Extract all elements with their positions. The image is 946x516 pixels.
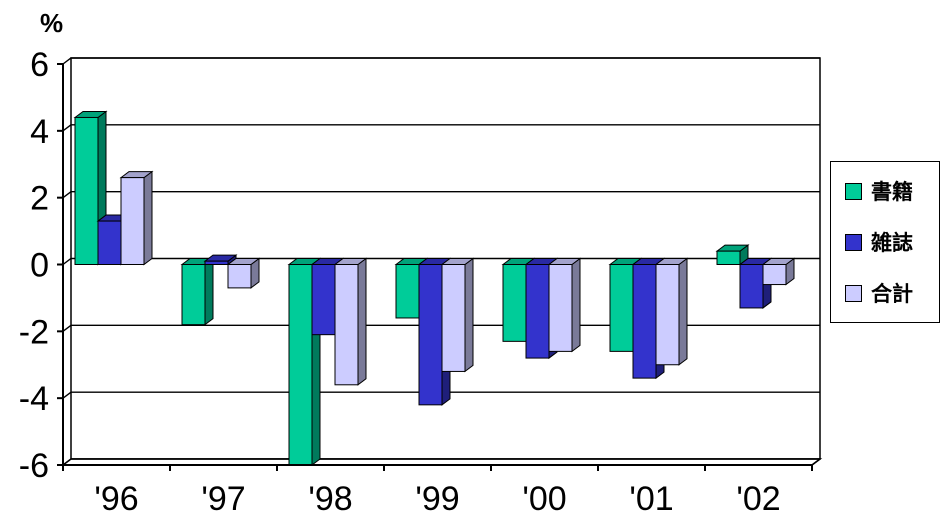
bar-front xyxy=(548,264,573,352)
bar-front xyxy=(632,264,657,379)
y-tick-label: -6 xyxy=(19,447,49,485)
legend-swatch-shoseki xyxy=(845,182,862,200)
bar-front xyxy=(441,264,466,372)
x-tick-label: '99 xyxy=(415,480,459,516)
bar-front xyxy=(120,177,145,265)
gridline xyxy=(62,458,820,466)
bars xyxy=(73,110,796,466)
bar-front xyxy=(762,264,787,286)
bar xyxy=(654,257,689,366)
bar-front xyxy=(74,116,99,266)
x-axis-end xyxy=(811,458,821,466)
bar xyxy=(226,257,261,289)
bar-front xyxy=(609,264,634,352)
bar xyxy=(180,257,215,326)
gridline xyxy=(62,391,820,399)
y-tick-labels: 6 4 2 0 -2 -4 -6 xyxy=(19,46,49,485)
bar-front xyxy=(525,264,550,359)
legend-label-shoseki: 書籍 xyxy=(871,180,913,204)
bar-front xyxy=(204,260,229,265)
axes xyxy=(57,63,821,471)
bar-front xyxy=(739,264,764,309)
y-unit-label: % xyxy=(40,8,64,38)
bar-side xyxy=(143,170,153,266)
y-tick-label: 6 xyxy=(30,46,49,84)
legend-item-shoseki: 書籍 xyxy=(845,176,913,206)
bar-front xyxy=(395,264,420,319)
y-tick-label: 0 xyxy=(30,247,49,285)
x-tick-labels: '96 '97 '98 '99 '00 '01 '02 xyxy=(94,480,780,516)
y-tick-label: 2 xyxy=(30,180,49,218)
y-tick-label: 4 xyxy=(30,113,49,151)
bar xyxy=(547,257,582,353)
legend-item-zasshi: 雑誌 xyxy=(845,227,913,257)
bar-front xyxy=(716,250,741,265)
x-tick-label: '01 xyxy=(629,480,673,516)
bar-front xyxy=(97,220,122,265)
legend-label-zasshi: 雑誌 xyxy=(871,231,913,255)
x-tick-label: '96 xyxy=(94,480,138,516)
x-tick-label: '97 xyxy=(201,480,245,516)
legend-item-total: 合計 xyxy=(845,278,913,308)
bar xyxy=(203,254,238,266)
bar-front xyxy=(227,264,252,289)
bar-front xyxy=(655,264,680,366)
bar-side xyxy=(571,257,581,353)
bar-side xyxy=(357,257,367,386)
bar-front xyxy=(181,264,206,326)
bar-front xyxy=(418,264,443,406)
bar-side xyxy=(678,257,688,366)
legend-swatch-zasshi xyxy=(845,233,862,251)
bar xyxy=(761,257,796,286)
bar xyxy=(715,244,750,266)
y-tick-label: -2 xyxy=(19,313,49,351)
bar xyxy=(333,257,368,386)
gridline xyxy=(62,57,820,65)
bar-side xyxy=(464,257,474,373)
y-tick-label: -4 xyxy=(19,380,49,418)
x-tick-label: '98 xyxy=(308,480,352,516)
bar xyxy=(119,170,154,266)
bar-front xyxy=(502,264,527,342)
bar-side xyxy=(204,257,214,326)
gridline xyxy=(62,190,820,199)
legend-swatch-total xyxy=(845,284,862,302)
bar-front xyxy=(311,264,336,336)
x-tick-label: '00 xyxy=(522,480,566,516)
bar xyxy=(440,257,475,373)
x-tick-label: '02 xyxy=(736,480,780,516)
bar-front xyxy=(288,264,313,466)
legend-label-total: 合計 xyxy=(871,282,913,306)
bar-front xyxy=(334,264,359,386)
gridline xyxy=(62,124,820,132)
legend: 書籍 雑誌 合計 xyxy=(830,161,940,323)
